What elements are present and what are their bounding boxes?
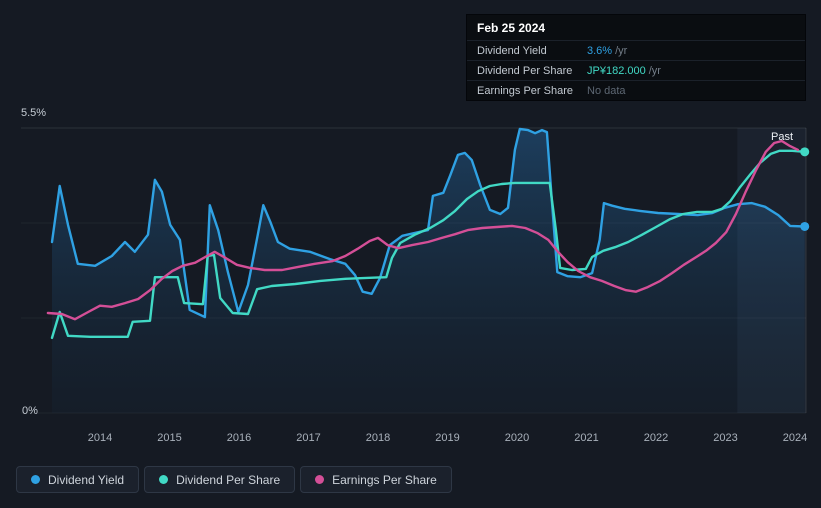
earnings-per-share-dot-icon xyxy=(315,475,325,484)
x-axis-label: 2022 xyxy=(643,432,669,444)
legend-toggle-earnings-per-share[interactable]: Earnings Per Share xyxy=(300,466,452,493)
x-axis-label: 2018 xyxy=(365,432,391,444)
x-axis-label: 2014 xyxy=(87,432,113,444)
y-axis-max-label: 5.5% xyxy=(21,107,47,119)
tooltip-date: Feb 25 2024 xyxy=(477,21,546,35)
legend-label: Dividend Per Share xyxy=(176,472,281,487)
x-axis: 2014 2015 2016 2017 2018 2019 2020 2021 2022 2023… xyxy=(0,432,821,448)
chart-tooltip: Feb 25 2024 Dividend Yield 3.6%/yr Divid… xyxy=(466,14,806,101)
legend-toggle-dividend-yield[interactable]: Dividend Yield xyxy=(16,466,140,493)
tooltip-unit: /yr xyxy=(648,64,661,77)
x-axis-label: 2020 xyxy=(504,432,530,444)
tooltip-label: Earnings Per Share xyxy=(477,84,573,97)
legend-label: Earnings Per Share xyxy=(332,472,437,487)
x-axis-label: 2024 xyxy=(782,432,808,444)
tooltip-value: No data xyxy=(587,84,626,97)
past-label: Past xyxy=(771,131,794,143)
tooltip-row-earnings-per-share: Earnings Per Share No data xyxy=(467,80,805,100)
y-axis-min-label: 0% xyxy=(22,405,38,417)
tooltip-value: JP¥182.000 xyxy=(587,64,646,77)
x-axis-label: 2015 xyxy=(157,432,182,444)
x-axis-label: 2023 xyxy=(713,432,738,444)
dividend-yield-dot-icon xyxy=(31,475,40,484)
tooltip-unit: /yr xyxy=(615,44,628,57)
dividend-per-share-dot-icon xyxy=(159,475,169,484)
x-axis-label: 2021 xyxy=(574,432,599,444)
x-axis-label: 2019 xyxy=(435,432,460,444)
tooltip-row-dividend-per-share: Dividend Per Share JP¥182.000/yr xyxy=(467,60,805,80)
x-axis-label: 2017 xyxy=(296,432,321,444)
legend-label: Dividend Yield xyxy=(48,472,125,487)
legend: Dividend Yield Dividend Per Share Earnin… xyxy=(16,466,452,493)
tooltip-row-dividend-yield: Dividend Yield 3.6%/yr xyxy=(467,40,805,60)
legend-toggle-dividend-per-share[interactable]: Dividend Per Share xyxy=(144,466,296,493)
tooltip-label: Dividend Yield xyxy=(477,44,547,57)
tooltip-label: Dividend Per Share xyxy=(477,64,573,77)
tooltip-value: 3.6% xyxy=(587,44,613,57)
x-axis-label: 2016 xyxy=(226,432,252,444)
